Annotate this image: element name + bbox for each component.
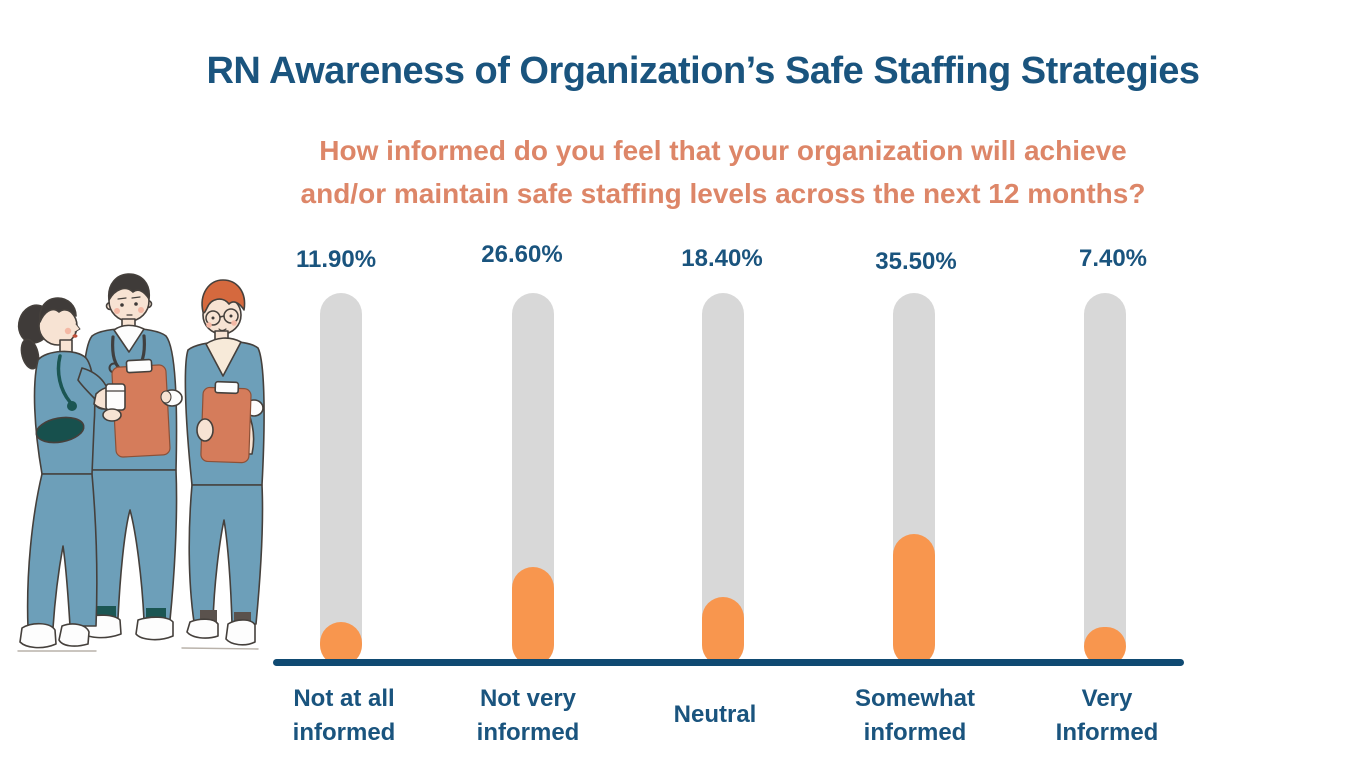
bar-category-line1: Neutral bbox=[673, 701, 757, 728]
bar-category-label: Not at all informed bbox=[259, 682, 429, 750]
bar-category-line2: Informed bbox=[1055, 719, 1159, 746]
bar-category-label: Not very informed bbox=[443, 682, 613, 750]
bar-category-line1: Very bbox=[1081, 685, 1133, 712]
bar-track bbox=[702, 293, 744, 666]
bar-category-line2: informed bbox=[863, 719, 967, 746]
bar-track bbox=[512, 293, 554, 666]
bar-column-somewhat-informed: 35.50% Somewhat informed bbox=[829, 244, 999, 764]
bar-fill bbox=[893, 533, 935, 666]
ground-line bbox=[181, 647, 259, 650]
bar-value-label: 7.40% bbox=[1078, 245, 1148, 272]
axis-baseline bbox=[273, 659, 1184, 666]
chart-subtitle-line1: How informed do you feel that your organ… bbox=[319, 135, 1127, 166]
bar-value-label: 26.60% bbox=[481, 241, 563, 268]
nurses-illustration bbox=[17, 273, 265, 652]
nurse-middle bbox=[80, 273, 183, 641]
bar-fill bbox=[512, 566, 554, 666]
bar-category-line1: Not at all bbox=[293, 685, 395, 712]
bar-category-line2: informed bbox=[292, 719, 396, 746]
bar-column-not-at-all-informed: 11.90% Not at all informed bbox=[256, 244, 426, 764]
chart-subtitle-line2: and/or maintain safe staffing levels acr… bbox=[300, 178, 1146, 209]
chart-subtitle: How informed do you feel that your organ… bbox=[80, 129, 1366, 215]
bar-track bbox=[1084, 293, 1126, 666]
bar-column-neutral: 18.40% Neutral bbox=[638, 244, 808, 764]
bar-category-line1: Somewhat bbox=[854, 685, 976, 712]
bar-category-line2: informed bbox=[476, 719, 580, 746]
bar-category-label: Very Informed bbox=[1022, 682, 1192, 750]
bar-column-very-informed: 7.40% Very Informed bbox=[1020, 244, 1190, 764]
nurse-left bbox=[17, 297, 126, 649]
bar-category-line1: Not very bbox=[479, 685, 577, 712]
chart-title: RN Awareness of Organization’s Safe Staf… bbox=[206, 50, 1200, 92]
bar-value-label: 11.90% bbox=[295, 246, 377, 273]
bar-value-label: 35.50% bbox=[875, 248, 957, 275]
nurse-right bbox=[184, 279, 265, 646]
bar-fill bbox=[320, 621, 362, 666]
bar-column-not-very-informed: 26.60% Not very informed bbox=[448, 241, 618, 764]
bar-track bbox=[320, 293, 362, 666]
bar-fill bbox=[702, 597, 744, 666]
bar-track bbox=[893, 293, 935, 666]
bar-category-label: Neutral bbox=[630, 698, 800, 732]
bar-value-label: 18.40% bbox=[681, 245, 763, 272]
bar-category-label: Somewhat informed bbox=[830, 682, 1000, 750]
